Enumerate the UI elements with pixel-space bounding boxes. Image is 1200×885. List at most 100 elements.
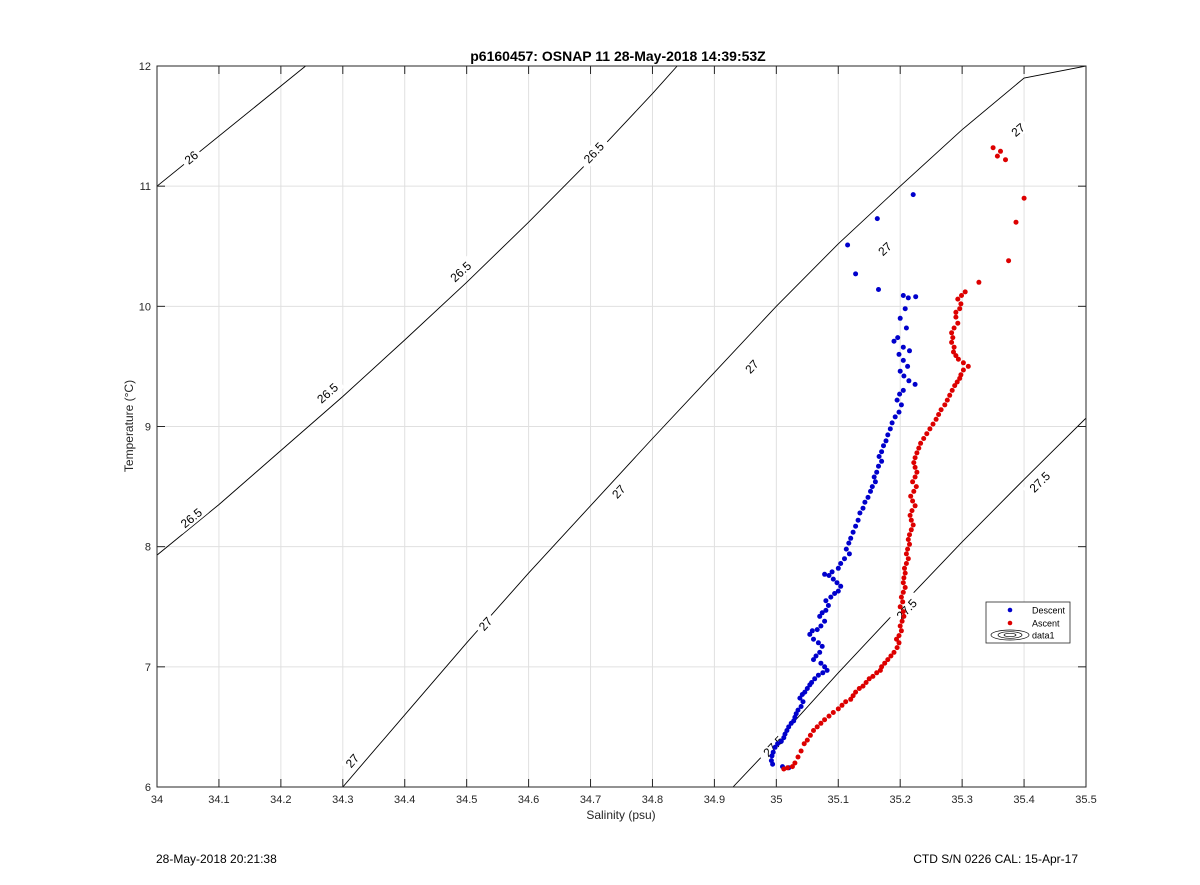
y-tick-label: 7 [145, 662, 151, 674]
legend-label-descent: Descent [1032, 606, 1066, 616]
y-tick-label: 6 [145, 782, 151, 794]
descent-point [818, 660, 824, 666]
x-axis-ticks: 34 34.1 34.2 34.3 34.4 34.5 34.6 34.7 34.8 34.9 35… [151, 66, 1097, 806]
ascent-point [965, 363, 971, 369]
ascent-point [954, 379, 960, 385]
contour-label-bg [473, 611, 498, 636]
contour-label-group: 26.5 [173, 501, 209, 534]
y-axis-label: Temperature (°C) [122, 380, 136, 472]
contour-label-bg [1022, 464, 1057, 499]
descent-point [772, 744, 778, 750]
ascent-point [976, 279, 982, 285]
descent-point [819, 643, 825, 649]
descent-point [901, 373, 907, 379]
descent-point [897, 368, 903, 374]
ascent-point [911, 488, 917, 494]
contour-label-group: 26.5 [309, 376, 345, 410]
descent-point [902, 306, 908, 312]
ascent-point [910, 479, 916, 485]
contour-label-group: 26.5 [576, 135, 611, 170]
legend-marker-ascent [1007, 620, 1013, 626]
ascent-point [907, 532, 912, 538]
series-ascent [781, 145, 1027, 772]
ascent-point [826, 713, 832, 719]
grid-lines [156, 65, 1087, 788]
ascent-point [908, 517, 914, 523]
descent-point [832, 591, 838, 596]
ascent-point [911, 460, 917, 466]
descent-point [874, 469, 880, 475]
descent-point [897, 391, 903, 397]
x-tick-label: 35 [770, 794, 782, 806]
ascent-point [916, 445, 922, 451]
contour-label-bg [178, 145, 204, 170]
y-axis-ticks: 6 7 8 9 10 11 12 [139, 61, 1086, 794]
descent-point [843, 546, 849, 552]
ascent-point [902, 565, 907, 571]
ascent-point [905, 556, 911, 562]
footer-calibration: CTD S/N 0226 CAL: 15-Apr-17 [913, 852, 1078, 866]
ascent-point [856, 686, 862, 691]
ascent-point [951, 325, 957, 331]
ascent-point [900, 609, 906, 615]
ascent-point [951, 349, 956, 355]
chart-title: p6160457: OSNAP 11 28-May-2018 14:39:53Z [470, 48, 766, 64]
ascent-point [936, 412, 942, 417]
ascent-point [914, 450, 920, 456]
ascent-point [944, 397, 950, 403]
x-tick-label: 34.6 [518, 794, 539, 806]
ascent-point [830, 710, 836, 715]
ascent-point [908, 527, 914, 533]
descent-point [903, 325, 909, 331]
ascent-point [801, 741, 807, 747]
ascent-point [811, 728, 816, 733]
density-contour-labels: 2626.526.526.526.527272727272727.527.527… [173, 117, 1057, 773]
x-tick-label: 35.3 [951, 794, 972, 806]
ascent-point [885, 657, 891, 663]
descent-point [869, 484, 875, 490]
descent-point [885, 432, 891, 438]
contour-label-bg [872, 236, 897, 261]
ascent-point [798, 748, 804, 754]
descent-point [853, 523, 859, 529]
ascent-point [1021, 195, 1027, 201]
ascent-point [814, 724, 820, 730]
ascent-point [990, 145, 996, 151]
x-tick-label: 34.3 [332, 794, 353, 806]
ascent-point [994, 153, 1000, 159]
ascent-point [789, 764, 795, 770]
ascent-point [897, 604, 903, 610]
ascent-point [902, 570, 908, 576]
descent-point [900, 387, 906, 393]
contour-label-bg [443, 254, 478, 289]
contour-label-group: 26 [178, 145, 204, 170]
ascent-point [960, 367, 966, 373]
descent-point [879, 458, 885, 464]
descent-point [838, 561, 844, 566]
descent-point [896, 409, 902, 415]
ascent-point [795, 754, 801, 760]
descent-point [897, 315, 903, 321]
ascent-point [955, 296, 961, 302]
ascent-point [953, 309, 959, 315]
density-contour-26 [157, 66, 306, 187]
ascent-point [848, 696, 854, 702]
descent-point [910, 192, 916, 198]
descent-point [846, 540, 852, 546]
x-tick-label: 34 [151, 794, 163, 806]
ascent-point [924, 431, 930, 437]
descent-point [862, 499, 868, 505]
ascent-point [907, 541, 912, 547]
ascent-point [949, 330, 955, 336]
descent-point [883, 438, 889, 444]
descent-point [868, 488, 873, 494]
descent-point [812, 676, 818, 682]
ascent-point [894, 645, 900, 651]
ascent-point [902, 585, 908, 590]
ascent-point [877, 667, 883, 673]
ascent-point [866, 676, 872, 682]
descent-point [800, 699, 806, 705]
contour-label-bg [576, 135, 611, 170]
ascent-point [874, 670, 880, 676]
